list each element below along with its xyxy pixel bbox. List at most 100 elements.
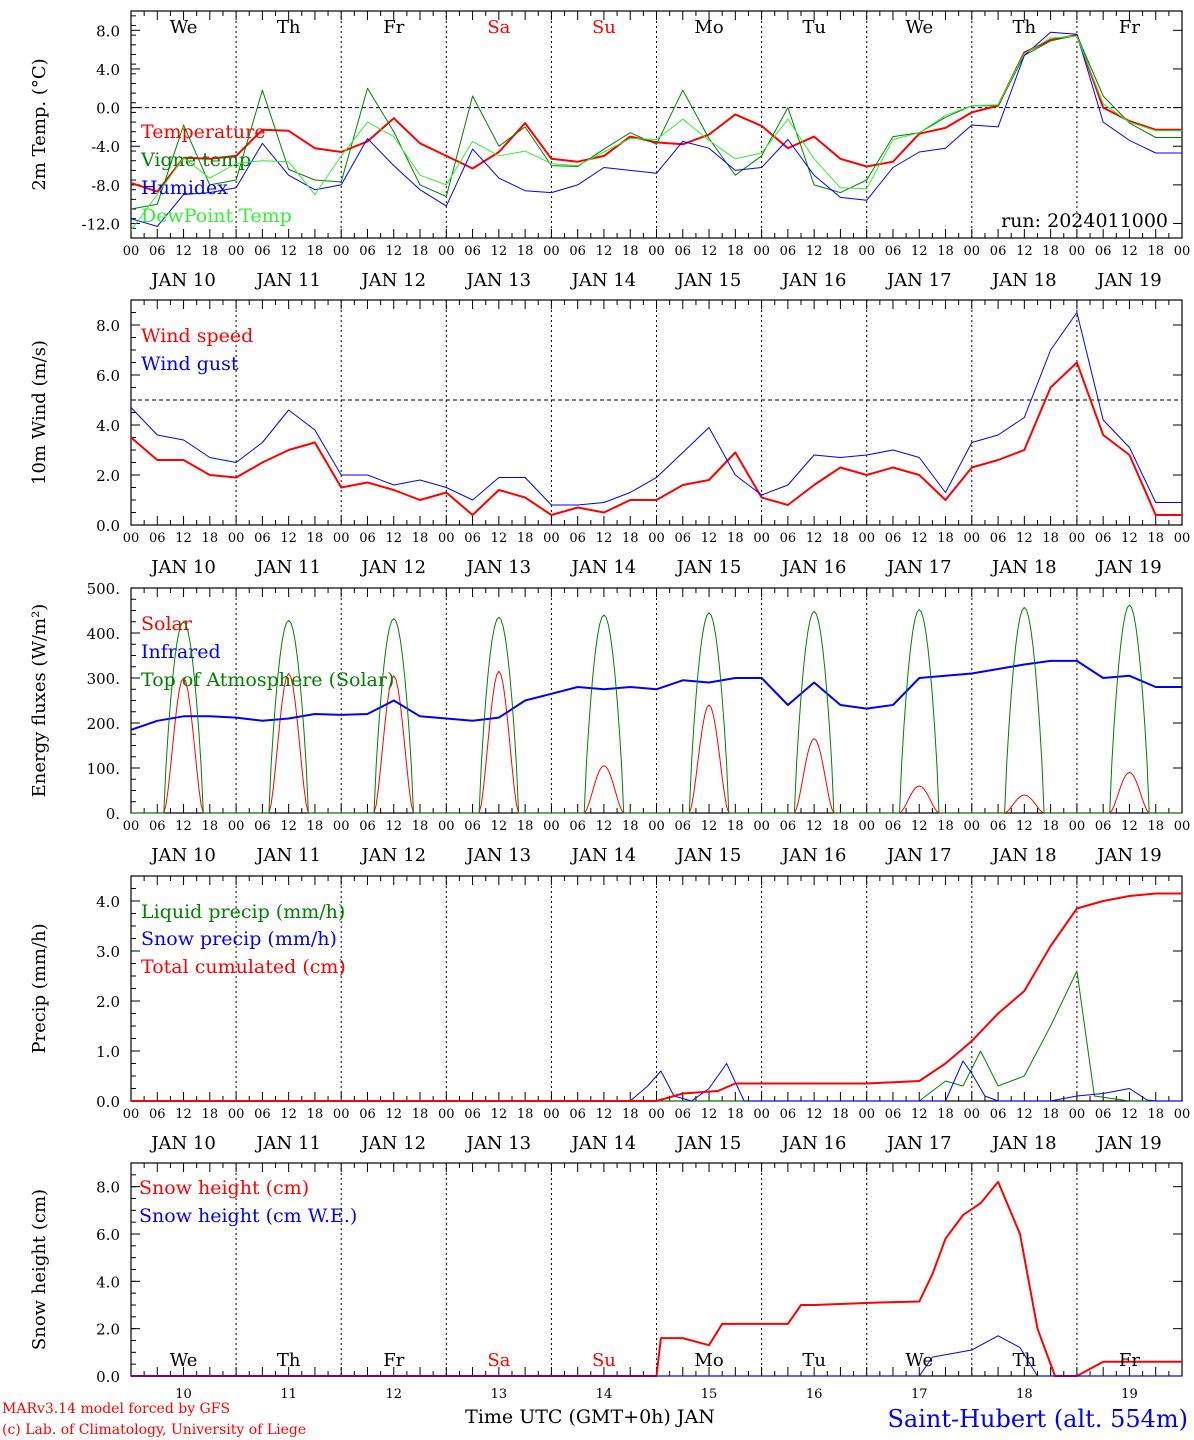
panel1-hour-label: 00 xyxy=(228,244,245,259)
panel4-day-label: JAN 11 xyxy=(254,1133,321,1154)
panel2-day-label: JAN 17 xyxy=(885,557,952,578)
panel3-hour-label: 06 xyxy=(990,819,1007,834)
panel3-hour-label: 06 xyxy=(1095,819,1112,834)
panel4-day-label: JAN 15 xyxy=(675,1133,742,1154)
panel4-hour-label: 00 xyxy=(333,1107,350,1122)
panel4-y-tick-label: 4.0 xyxy=(96,893,120,911)
panel3-series-top-of-atmosphere-solar- xyxy=(131,604,1182,814)
panel4-hour-label: 00 xyxy=(543,1107,560,1122)
panel5-weekday-label: Tu xyxy=(802,1350,826,1371)
panel2-y-tick-label: 4.0 xyxy=(96,417,120,435)
panel1-hour-label: 00 xyxy=(543,244,560,259)
panel4-day-label: JAN 17 xyxy=(885,1133,952,1154)
panel2-hour-label: 18 xyxy=(727,531,744,546)
panel1-hour-label: 00 xyxy=(753,244,770,259)
panel4-y-tick-label: 0.0 xyxy=(96,1093,120,1111)
panel2-hour-label: 00 xyxy=(228,531,245,546)
panel3-day-label: JAN 15 xyxy=(675,845,742,866)
panel1-y-tick-label: 4.0 xyxy=(96,61,120,79)
panel1-hour-label: 18 xyxy=(622,244,639,259)
panel4-hour-label: 00 xyxy=(123,1107,140,1122)
panel3-hour-label: 00 xyxy=(1069,819,1086,834)
panel3-hour-label: 18 xyxy=(622,819,639,834)
panel4-hour-label: 18 xyxy=(307,1107,324,1122)
panel2-hour-label: 18 xyxy=(307,531,324,546)
panel1-day-label: JAN 15 xyxy=(675,270,742,291)
panel1-day-label: JAN 11 xyxy=(254,270,321,291)
panel4-hour-label: 12 xyxy=(280,1107,297,1122)
panel3-hour-label: 12 xyxy=(1016,819,1033,834)
panel5-day-number: 13 xyxy=(491,1387,508,1402)
panel3-day-label: JAN 13 xyxy=(465,845,532,866)
panel3-hour-label: 12 xyxy=(1121,819,1138,834)
panel4-hour-label: 06 xyxy=(990,1107,1007,1122)
panel5-day-number: 11 xyxy=(280,1387,297,1402)
panel1-hour-label: 12 xyxy=(175,244,192,259)
panel4-hour-label: 18 xyxy=(1042,1107,1059,1122)
panel2-hour-label: 12 xyxy=(596,531,613,546)
panel2-hour-label: 00 xyxy=(1069,531,1086,546)
panel1-weekday-label: We xyxy=(905,17,933,38)
panel1-hour-label: 18 xyxy=(937,244,954,259)
panel1-hour-label: 06 xyxy=(359,244,376,259)
panel1-legend-2: Humidex xyxy=(141,177,228,199)
panel1-legend-3: DewPoint Temp xyxy=(141,205,292,227)
panel2-day-label: JAN 16 xyxy=(780,557,847,578)
lab-credit: (c) Lab. of Climatology, University of L… xyxy=(2,1422,306,1438)
panel3-hour-label: 18 xyxy=(727,819,744,834)
panel3-hour-label: 06 xyxy=(464,819,481,834)
panel4-hour-label: 18 xyxy=(202,1107,219,1122)
panel1-series-humidex xyxy=(130,31,1182,227)
panel3-hour-label: 00 xyxy=(648,819,665,834)
panel2-hour-label: 18 xyxy=(1147,531,1164,546)
panel1-hour-label: 06 xyxy=(464,244,481,259)
panel2-hour-label: 00 xyxy=(543,531,560,546)
panel3-hour-label: 12 xyxy=(911,819,928,834)
panel4-hour-label: 12 xyxy=(701,1107,718,1122)
panel2-hour-label: 12 xyxy=(385,531,402,546)
panel1-day-label: JAN 14 xyxy=(570,270,637,291)
panel2-day-label: JAN 18 xyxy=(990,557,1057,578)
panel3-legend-1: Infrared xyxy=(141,641,221,663)
panel4-hour-label: 06 xyxy=(675,1107,692,1122)
panel4-day-label: JAN 13 xyxy=(465,1133,532,1154)
panel1-day-label: JAN 17 xyxy=(885,270,952,291)
panel3-y-tick-label: 300. xyxy=(87,670,120,688)
panel4-hour-label: 06 xyxy=(254,1107,271,1122)
panel3-y-tick-label: 400. xyxy=(87,625,120,643)
panel1-series-dewpoint-temp xyxy=(130,35,1182,231)
panel4-hour-label: 00 xyxy=(648,1107,665,1122)
panel1-day-label: JAN 19 xyxy=(1095,270,1162,291)
panel1-day-label: JAN 16 xyxy=(780,270,847,291)
panel5-y-tick-label: 6.0 xyxy=(96,1226,120,1244)
panel3-y-tick-label: 100. xyxy=(87,760,120,778)
panel3-day-label: JAN 14 xyxy=(570,845,637,866)
panel1-hour-label: 12 xyxy=(491,244,508,259)
panel4-hour-label: 00 xyxy=(1174,1107,1191,1122)
panel4-hour-label: 06 xyxy=(569,1107,586,1122)
panel1-hour-label: 18 xyxy=(1042,244,1059,259)
panel5-series-snow-height-cm-w-e- xyxy=(131,1335,1182,1377)
panel4-hour-label: 18 xyxy=(1147,1107,1164,1122)
panel5-weekday-label: Sa xyxy=(487,1350,510,1371)
panel5-day-number: 14 xyxy=(596,1387,613,1402)
panel3-hour-label: 00 xyxy=(964,819,981,834)
panel1-hour-label: 18 xyxy=(202,244,219,259)
panel3-hour-label: 06 xyxy=(675,819,692,834)
panel1-day-label: JAN 12 xyxy=(359,270,426,291)
panel1-weekday-label: Fr xyxy=(1119,17,1140,38)
panel3-hour-label: 00 xyxy=(123,819,140,834)
panel1-legend-1: Vigne temp xyxy=(140,149,251,171)
panel3-hour-label: 12 xyxy=(596,819,613,834)
panel4-hour-label: 06 xyxy=(1095,1107,1112,1122)
panel2-series-wind-speed xyxy=(130,361,1182,516)
panel2-day-label: JAN 14 xyxy=(570,557,637,578)
panel2-day-label: JAN 15 xyxy=(675,557,742,578)
panel4-hour-label: 00 xyxy=(753,1107,770,1122)
panel1-hour-label: 06 xyxy=(780,244,797,259)
panel1-hour-label: 12 xyxy=(385,244,402,259)
panel5-y-tick-label: 4.0 xyxy=(96,1273,120,1291)
panel2-day-label: JAN 13 xyxy=(465,557,532,578)
panel2-hour-label: 06 xyxy=(359,531,376,546)
